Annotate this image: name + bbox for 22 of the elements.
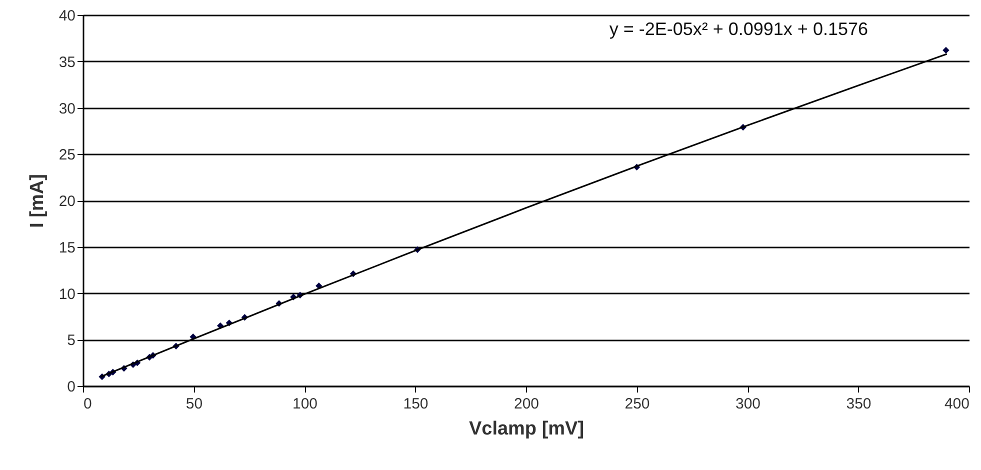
x-tick-label: 250 xyxy=(624,396,650,412)
x-tick-label: 350 xyxy=(846,396,872,412)
x-tick-label: 150 xyxy=(403,396,428,412)
y-tick-label: 35 xyxy=(58,54,76,71)
point xyxy=(942,46,950,54)
y-axis-title: I [mA] xyxy=(26,174,48,228)
x-tick-label: 0 xyxy=(84,396,92,412)
y-tick-label: 30 xyxy=(58,100,76,118)
x-axis-title: Vclamp [mV] xyxy=(468,418,584,440)
y-tick-label: 0 xyxy=(67,378,76,396)
y-tick-label: 5 xyxy=(67,332,76,350)
annotation: y = -2E-05x² + 0.0991x + 0.1576 xyxy=(609,19,868,39)
y-tick-label: 10 xyxy=(58,286,76,303)
y-tick-label: 15 xyxy=(58,239,76,256)
y-tick-label: 20 xyxy=(58,193,76,210)
x-tick-label: 50 xyxy=(186,396,203,412)
x-tick-label: 400 xyxy=(944,396,970,412)
x-tick-label: 300 xyxy=(735,396,761,412)
x-tick-label: 100 xyxy=(292,396,318,412)
y-tick-label: 25 xyxy=(58,146,76,164)
y-tick-label: 40 xyxy=(58,8,76,24)
x-tick-label: 200 xyxy=(514,396,540,412)
